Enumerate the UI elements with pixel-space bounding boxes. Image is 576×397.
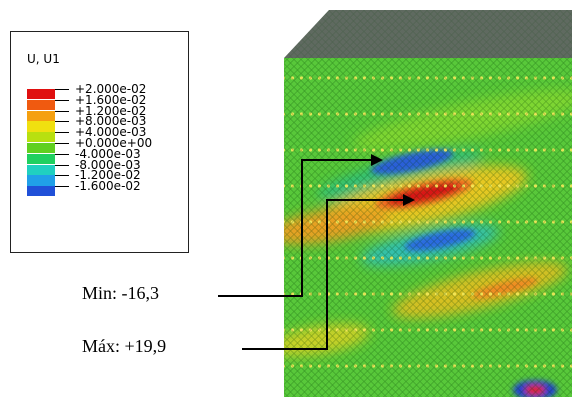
legend-value: +1.600e-02 [75,92,147,107]
legend-tick [55,143,69,144]
legend-value: -1.200e-02 [75,168,141,183]
legend-swatch [27,110,55,121]
legend-value: +4.000e-03 [75,125,147,140]
legend-tick [55,99,69,101]
max-arrowhead [403,194,415,206]
legend-title: U, U1 [27,52,60,66]
legend-swatch [27,153,55,165]
max-label: Máx: +19,9 [82,336,167,356]
max-leader-line [242,199,404,350]
legend-swatch [27,186,55,197]
legend-tick [55,121,69,123]
min-leader-line [218,159,372,297]
legend-swatch [27,132,55,143]
legend-tick [55,110,69,112]
legend-value: -4.000e-03 [75,146,141,161]
legend-swatch [27,143,55,154]
contour-legend: U, U1 +2.000e-02 +1.600e-02 +1.200e-02 +8.0… [10,31,189,253]
legend-swatch [27,99,55,111]
legend-tick [55,89,69,90]
legend-tick [55,175,69,177]
legend-tick [55,153,69,155]
model-front-face [284,58,572,397]
legend-swatch [27,89,55,100]
legend-swatch [27,164,55,175]
min-arrowhead [371,154,383,166]
min-label: Min: -16,3 [82,283,160,303]
legend-value: -8.000e-03 [75,157,141,172]
legend-swatch [27,175,55,186]
legend-tick [55,186,69,188]
legend-value: +0.000e+00 [75,136,153,150]
legend-tick [55,132,69,134]
legend-tick [55,164,69,166]
legend-value: +1.200e-02 [75,103,147,118]
legend-value: +2.000e-02 [75,82,147,96]
legend-value: +8.000e-03 [75,114,147,129]
legend-swatch [27,121,55,132]
legend-value: -1.600e-02 [75,179,141,194]
